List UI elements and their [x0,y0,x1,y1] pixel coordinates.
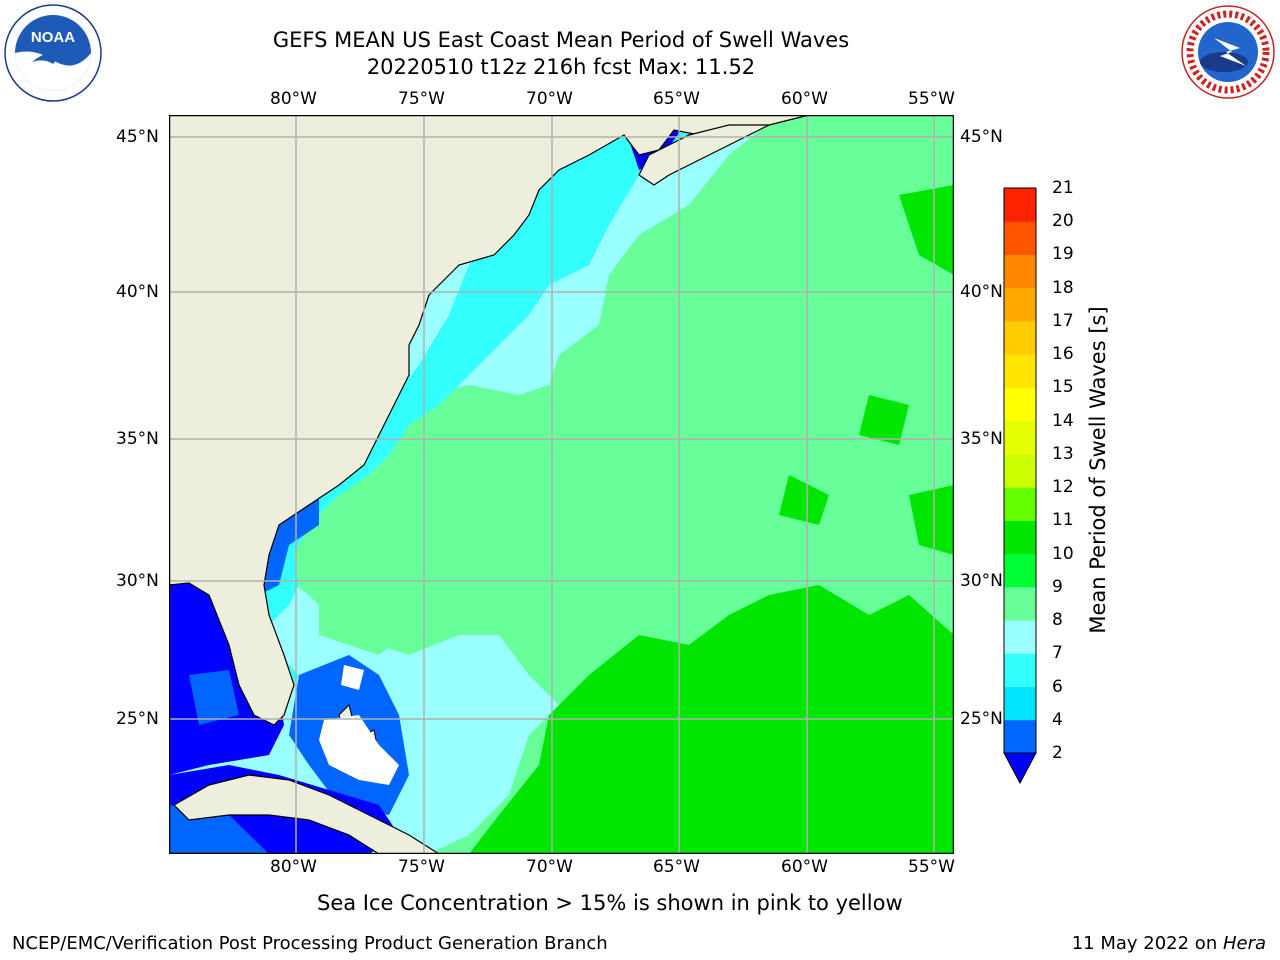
colorbar-band [1004,387,1036,422]
colorbar-band [1004,254,1036,289]
sea-ice-note: Sea Ice Concentration > 15% is shown in … [317,891,903,915]
lat-label-right: 35°N [960,429,1003,449]
colorbar-tick-label: 11 [1052,510,1074,531]
colorbar-tick-label: 2 [1052,743,1063,763]
lat-label-right: 45°N [960,127,1003,147]
lat-label-right: 30°N [960,571,1003,591]
lat-label-left: 25°N [116,709,159,729]
colorbar-tick-label: 13 [1052,443,1074,464]
date-credit: 11 May 2022 on Hera [1072,933,1266,954]
colorbar-tick-labels: 2 4 6 7 8 9 10 11 12 13 14 15 16 17 18 19 20 21 [1052,178,1112,768]
lon-label-top: 70°W [526,89,573,109]
colorbar-under-triangle [1003,752,1037,785]
colorbar-tick-label: 10 [1052,543,1074,564]
svg-text:NOAA: NOAA [31,29,75,46]
colorbar-tick-label: 19 [1052,244,1074,265]
colorbar-tick-label: 15 [1052,377,1074,398]
lat-label-left: 45°N [116,127,159,147]
colorbar-tick-label: 4 [1052,709,1063,730]
cyan-coastal-band [209,115,709,725]
bahamas-bank-mask [319,715,399,785]
machine-name: Hera [1222,933,1266,954]
lon-label-bottom: 60°W [781,857,828,877]
green-region [899,185,954,275]
colorbar-band [1004,354,1036,388]
colorbar-tick-label: 18 [1052,277,1074,298]
colorbar-tick-label: 8 [1052,610,1063,631]
florida-keys-mask [341,665,364,690]
lon-label-bottom: 75°W [398,857,445,877]
lat-label-right: 25°N [960,709,1003,729]
land-nova-scotia [638,124,770,186]
lon-label-bottom: 80°W [270,857,317,877]
colorbar-band [1004,188,1036,222]
lon-label-top: 60°W [781,89,828,109]
lon-label-top: 75°W [398,89,445,109]
branch-credit: NCEP/EMC/Verification Post Processing Pr… [12,933,608,954]
colorbar-tick-label: 7 [1052,643,1063,664]
colorbar-band [1004,553,1036,588]
gridlines [169,115,954,854]
colorbar-tick-label: 16 [1052,344,1074,365]
light-green-region [319,575,429,655]
date-text: 11 May 2022 on [1071,933,1223,954]
colorbar-tick-label: 12 [1052,477,1074,498]
colorbar-band [1004,586,1036,621]
colorbar-tick-label: 21 [1052,178,1074,198]
gulf-blue-patch [189,670,239,725]
lon-label-top: 80°W [270,89,317,109]
lat-label-left: 35°N [116,429,159,449]
lon-label-bottom: 65°W [653,857,700,877]
green-region [779,475,829,525]
colorbar-band [1004,453,1036,488]
lat-label-left: 30°N [116,571,159,591]
lat-label-right: 40°N [960,282,1003,302]
swell-period-map [168,114,955,855]
colorbar-band [1004,487,1036,521]
light-green-region [379,475,499,545]
nws-logo [1180,4,1276,100]
colorbar-tick-label: 6 [1052,676,1063,697]
colorbar-band [1004,620,1036,654]
lon-label-bottom: 55°W [908,857,955,877]
colorbar-frame [1003,187,1037,754]
noaa-logo: NOAA [4,4,102,102]
lon-label-top: 55°W [908,89,955,109]
map-panel[interactable] [168,114,955,855]
colorbar-band [1004,287,1036,322]
colorbar-tick-label: 9 [1052,576,1063,597]
chart-subtitle: 20220510 t12z 216h fcst Max: 11.52 [366,55,756,79]
chart-title: GEFS MEAN US East Coast Mean Period of S… [272,28,850,52]
colorbar-label-text: Mean Period of Swell Waves [s] [1086,306,1110,634]
green-region [859,395,909,445]
colorbar-tick-label: 20 [1052,211,1074,232]
colorbar-band [1004,653,1036,688]
colorbar-tick-label: 14 [1052,410,1074,431]
colorbar [1000,186,1040,786]
lon-label-bottom: 70°W [526,857,573,877]
lon-label-top: 65°W [653,89,700,109]
colorbar-band [1004,221,1036,255]
colorbar-tick-label: 17 [1052,310,1074,331]
colorbar-band [1004,320,1036,355]
green-region [909,485,954,555]
lat-label-left: 40°N [116,282,159,302]
colorbar-band [1004,420,1036,455]
colorbar-band [1004,719,1036,754]
colorbar-band [1004,686,1036,721]
colorbar-band [1004,520,1036,555]
